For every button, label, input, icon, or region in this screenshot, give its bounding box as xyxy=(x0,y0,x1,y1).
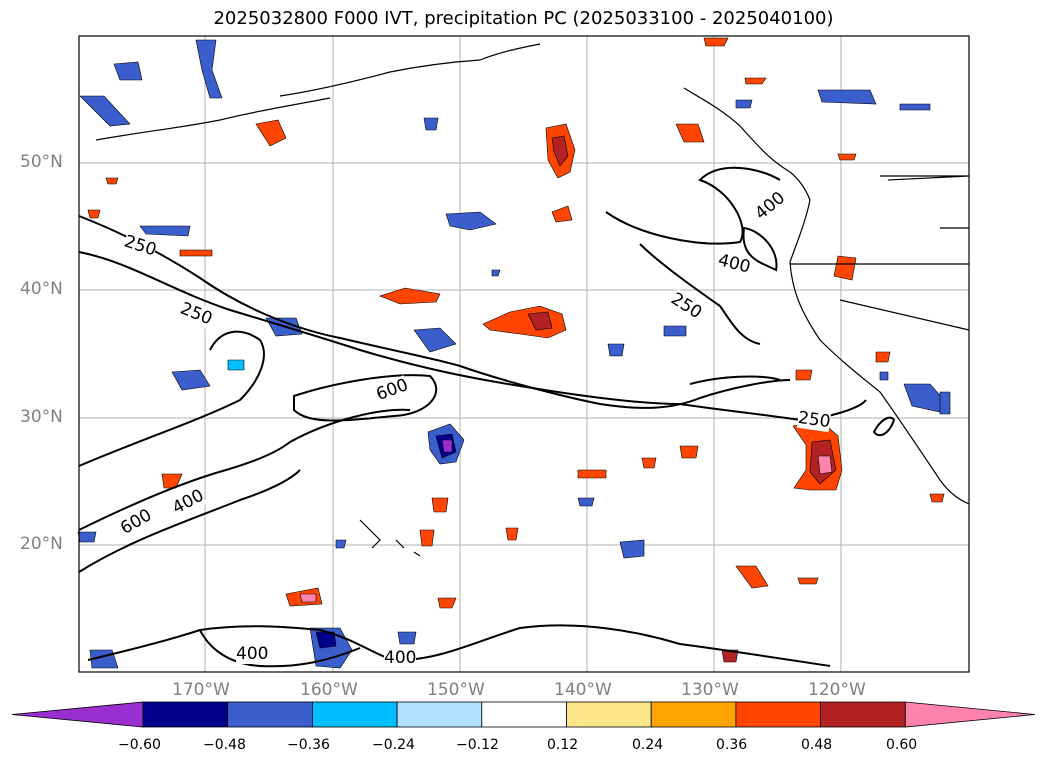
plot-frame xyxy=(78,35,970,673)
colorbar-segment xyxy=(481,701,567,728)
colorbar-segment xyxy=(650,701,737,728)
colorbar-tick-label: −0.36 xyxy=(287,737,330,753)
colorbar-tick-label: 0.36 xyxy=(716,737,748,753)
coastlines xyxy=(95,43,970,557)
map-title: 2025032800 F000 IVT, precipitation PC (2… xyxy=(213,8,834,29)
colorbar-segment xyxy=(396,701,483,728)
colorbar-tick-label: 0.12 xyxy=(547,737,579,753)
colorbar-extend-high xyxy=(904,701,1036,728)
lat-label: 40°N xyxy=(20,279,63,299)
colorbar-tick-label: 0.48 xyxy=(801,737,833,753)
colorbar-segment xyxy=(142,701,229,728)
colorbar-tick-label: −0.60 xyxy=(118,737,161,753)
lon-label: 140°W xyxy=(554,680,612,700)
lon-label: 150°W xyxy=(427,680,485,700)
colorbar-segment xyxy=(311,701,398,728)
lon-label: 130°W xyxy=(681,680,739,700)
lon-label: 170°W xyxy=(172,680,230,700)
colorbar xyxy=(11,701,1036,728)
lon-label: 160°W xyxy=(300,680,358,700)
colorbar-segment xyxy=(820,701,906,728)
ivt-contours xyxy=(78,166,896,668)
contour-label: 250 xyxy=(796,407,832,433)
colorbar-segment xyxy=(735,701,822,728)
precip-negative-areas xyxy=(77,39,951,669)
colorbar-tick-label: −0.48 xyxy=(203,737,246,753)
colorbar-tick-label: −0.24 xyxy=(372,737,415,753)
lat-label: 20°N xyxy=(20,534,63,554)
lat-label: 30°N xyxy=(20,407,63,427)
plot-area xyxy=(79,36,969,672)
lat-label: 50°N xyxy=(20,152,63,172)
colorbar-extend-low xyxy=(11,701,144,728)
lon-label: 120°W xyxy=(808,680,866,700)
contour-label: 400 xyxy=(384,648,417,668)
colorbar-tick-label: 0.60 xyxy=(886,737,918,753)
colorbar-tick-label: −0.12 xyxy=(456,737,499,753)
precip-positive-areas xyxy=(87,37,945,663)
contour-label: 400 xyxy=(236,644,269,664)
colorbar-tick-label: 0.24 xyxy=(632,737,664,753)
colorbar-segment xyxy=(566,701,652,728)
colorbar-segment xyxy=(227,701,313,728)
